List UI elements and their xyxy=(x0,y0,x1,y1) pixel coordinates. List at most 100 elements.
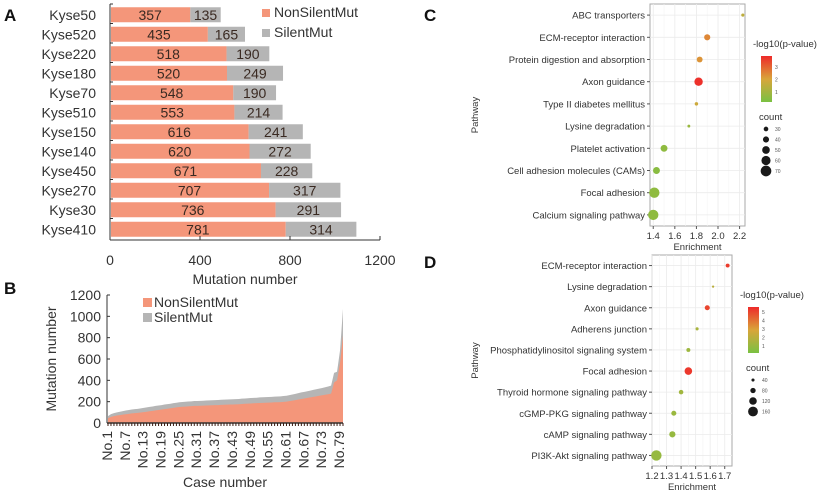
panel-letter-a: A xyxy=(4,6,16,25)
x-tick-label: 400 xyxy=(188,252,212,268)
legend-label-silent: SilentMut xyxy=(154,309,212,325)
y-tick-label: Kyse70 xyxy=(49,85,96,101)
bubble-point xyxy=(694,102,699,106)
y-tick-label: 400 xyxy=(78,372,102,388)
bubble-point xyxy=(696,56,703,63)
panel-c: C ABC transporters ECM-receptor interacti… xyxy=(424,3,817,253)
color-legend-bar xyxy=(748,307,759,353)
x-tick-label: No.55 xyxy=(260,431,276,469)
x-axis-title: Enrichment xyxy=(668,482,716,493)
bar-label-nonsilent: 620 xyxy=(168,143,192,159)
plot-panel xyxy=(651,254,733,467)
color-legend-tick: 2 xyxy=(762,336,765,342)
x-tick-label: 1.4 xyxy=(647,231,660,242)
bubble-point xyxy=(695,327,699,331)
y-tick-label: 600 xyxy=(78,351,102,367)
y-tick-label: Kyse410 xyxy=(42,221,97,237)
size-legend-dot xyxy=(750,387,756,394)
color-legend-tick: 4 xyxy=(762,319,765,325)
panel-letter-b: B xyxy=(4,279,16,298)
y-tick-label: Thyroid hormone signaling pathway xyxy=(497,388,647,399)
bar-label-silent: 165 xyxy=(215,26,239,42)
bar-nonsilent xyxy=(111,65,227,81)
color-legend-title: -log10(p-value) xyxy=(740,290,804,301)
y-tick-label: Kyse140 xyxy=(42,143,97,159)
bubble-point xyxy=(725,263,730,268)
bar-nonsilent xyxy=(111,163,261,179)
bar-label-silent: 291 xyxy=(297,202,321,218)
x-tick-label: 1.6 xyxy=(668,231,681,242)
bar-silent xyxy=(248,124,303,140)
size-legend-title: count xyxy=(746,363,770,374)
size-legend-label: 80 xyxy=(762,389,768,395)
color-legend-tick: 5 xyxy=(762,310,765,316)
y-tick-label: PI3K-Akt signaling pathway xyxy=(531,451,647,462)
size-legend-dot xyxy=(763,126,769,132)
y-tick-label: Adherens junction xyxy=(571,324,647,335)
bar-silent xyxy=(190,7,221,23)
x-tick-label: 1.4 xyxy=(674,471,687,482)
x-tick-label: No.31 xyxy=(188,431,204,469)
y-tick-label: Kyse150 xyxy=(42,124,97,140)
y-tick-label: Kyse180 xyxy=(42,65,97,81)
bar-label-nonsilent: 548 xyxy=(160,85,184,101)
x-tick-label: 800 xyxy=(278,252,302,268)
x-tick-label: 0 xyxy=(106,252,114,268)
y-tick-label: 800 xyxy=(78,330,102,346)
bar-nonsilent xyxy=(111,46,227,62)
bubble-point xyxy=(651,450,662,461)
bar-silent xyxy=(227,65,284,81)
color-legend-tick: 3 xyxy=(775,65,778,71)
bar-label-silent: 249 xyxy=(243,65,267,81)
panel-letter-d: D xyxy=(424,253,436,272)
x-tick-label: No.1 xyxy=(99,431,115,461)
y-tick-label: 1200 xyxy=(70,287,101,303)
size-legend-label: 30 xyxy=(775,127,781,133)
x-tick-label: 2.0 xyxy=(711,231,724,242)
y-tick-label: Calcium signaling pathway xyxy=(533,210,646,221)
x-axis-title: Enrichment xyxy=(673,242,721,253)
bar-label-silent: 314 xyxy=(309,221,333,237)
bar-nonsilent xyxy=(111,221,286,237)
y-tick-label: 1000 xyxy=(70,308,101,324)
color-legend-bar xyxy=(761,56,772,102)
y-tick-label: Axon guidance xyxy=(584,303,647,314)
y-axis-title: Pathway xyxy=(470,97,481,134)
y-tick-label: ECM-receptor interaction xyxy=(541,261,647,272)
panel-a: A Kyse50 357 135 Kyse520 435 165 Kyse220 518 190… xyxy=(4,3,396,287)
bar-silent xyxy=(275,202,342,218)
bubble-point xyxy=(684,367,693,375)
y-tick-label: Cell adhesion molecules (CAMs) xyxy=(507,166,645,177)
bar-label-nonsilent: 781 xyxy=(186,221,210,237)
bar-nonsilent xyxy=(111,104,235,120)
color-legend-tick: 1 xyxy=(775,90,778,96)
y-tick-label: Protein digestion and absorption xyxy=(509,55,645,66)
bubble-point xyxy=(704,305,710,311)
bar-nonsilent xyxy=(111,143,250,159)
y-tick-label: Kyse50 xyxy=(49,7,96,23)
bubble-point xyxy=(694,77,703,86)
size-legend-label: 70 xyxy=(775,169,781,175)
x-tick-label: No.79 xyxy=(331,431,347,469)
y-tick-label: Phosphatidylinositol signaling system xyxy=(490,345,647,356)
bar-label-nonsilent: 357 xyxy=(138,7,162,23)
y-tick-label: Kyse30 xyxy=(49,202,96,218)
y-tick-label: Kyse270 xyxy=(42,182,97,198)
y-tick-label: Kyse220 xyxy=(42,46,97,62)
x-tick-label: No.67 xyxy=(295,431,311,469)
bar-silent xyxy=(234,104,283,120)
bubble-point xyxy=(648,209,659,221)
y-tick-label: ABC transporters xyxy=(572,11,645,22)
x-tick-label: 2.2 xyxy=(733,231,746,242)
y-tick-label: cGMP-PKG signaling pathway xyxy=(519,409,647,420)
size-legend-title: count xyxy=(759,112,783,123)
color-legend-tick: 3 xyxy=(762,327,765,333)
bar-label-nonsilent: 671 xyxy=(174,163,198,179)
x-tick-label: No.37 xyxy=(206,431,222,469)
bar-label-silent: 214 xyxy=(247,104,271,120)
bar-label-nonsilent: 435 xyxy=(147,26,171,42)
legend-label-nonsilent: NonSilentMut xyxy=(154,294,238,310)
bar-label-nonsilent: 553 xyxy=(161,104,185,120)
x-tick-label: 1.8 xyxy=(690,231,703,242)
